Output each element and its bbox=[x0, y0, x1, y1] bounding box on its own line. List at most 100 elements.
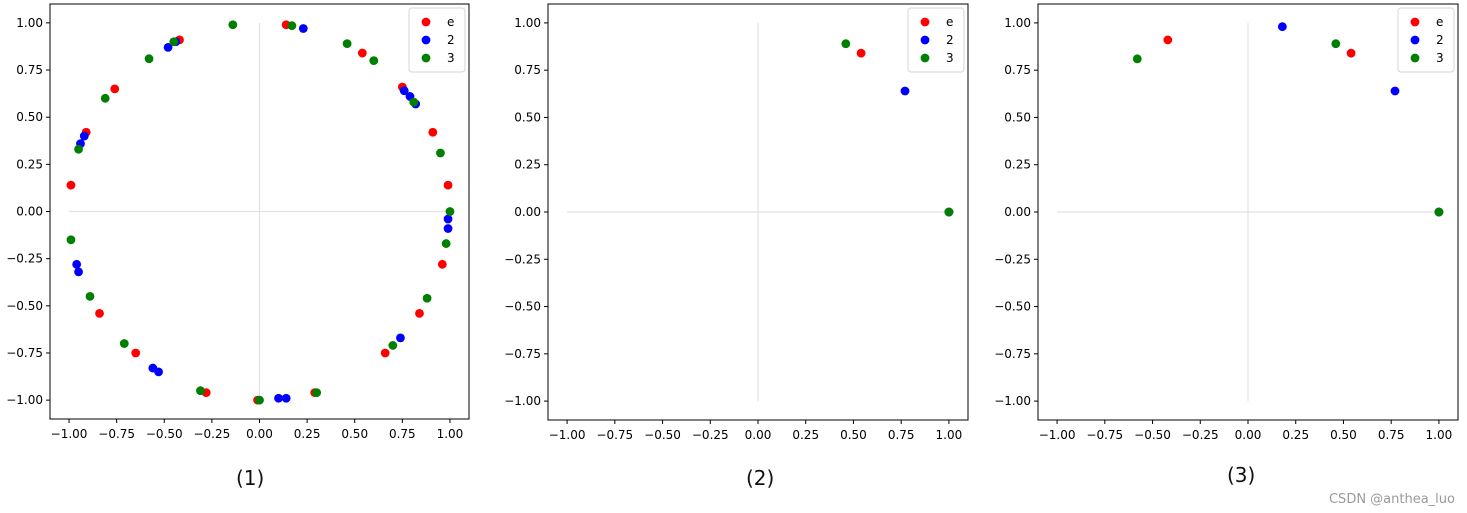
y-tick-label: −1.00 bbox=[6, 393, 43, 407]
x-tick-label: 0.50 bbox=[840, 428, 867, 442]
x-tick-label: 0.50 bbox=[341, 427, 368, 441]
point-e bbox=[437, 259, 447, 269]
legend: e 2 3 bbox=[1397, 7, 1455, 73]
point-e bbox=[380, 348, 390, 358]
y-tick-label: 0.75 bbox=[514, 63, 541, 77]
point-2 bbox=[148, 363, 158, 373]
y-tick-label: 0.25 bbox=[1004, 158, 1031, 172]
legend-label-e: e bbox=[946, 15, 953, 29]
point-e bbox=[110, 84, 120, 94]
caption-3: (3) bbox=[1227, 463, 1256, 487]
point-2 bbox=[74, 267, 83, 277]
legend-box bbox=[408, 7, 466, 73]
legend-label-2: 2 bbox=[447, 33, 455, 47]
point-2 bbox=[281, 393, 291, 403]
x-tick-label: 1.00 bbox=[936, 428, 963, 442]
legend-marker-3 bbox=[421, 53, 431, 63]
legend-marker-2 bbox=[920, 35, 930, 45]
point-3 bbox=[436, 148, 445, 158]
point-2 bbox=[298, 24, 308, 33]
y-tick-label: −0.75 bbox=[994, 347, 1031, 361]
y-tick-label: 0.75 bbox=[1004, 63, 1031, 77]
chart-2: −1.00 −0.75 −0.50 −0.25 0.00 0.25 0.50 0.75 1.00… bbox=[504, 3, 969, 442]
y-tick-label: −0.50 bbox=[6, 299, 43, 313]
y-tick-label: 0.00 bbox=[514, 205, 541, 219]
point-e bbox=[443, 180, 453, 190]
x-tick-label: −0.25 bbox=[193, 427, 230, 441]
y-tick-label: 0.50 bbox=[16, 110, 43, 124]
x-tick-label: 0.00 bbox=[246, 427, 273, 441]
point-3 bbox=[287, 21, 297, 31]
point-2 bbox=[1390, 86, 1400, 96]
point-2 bbox=[274, 393, 283, 403]
point-3 bbox=[1132, 54, 1142, 64]
x-tick-label: 1.00 bbox=[1426, 428, 1453, 442]
series-2 bbox=[900, 86, 954, 217]
point-e bbox=[428, 127, 438, 137]
chart-1: −1.00 −0.75 −0.50 −0.25 0.00 0.25 0.50 0.75 1.00… bbox=[6, 3, 470, 441]
point-3 bbox=[409, 97, 419, 107]
point-3 bbox=[74, 144, 83, 154]
legend-box bbox=[907, 7, 965, 73]
legend-label-e: e bbox=[447, 15, 454, 29]
point-2 bbox=[443, 224, 453, 233]
x-tick-label: −0.75 bbox=[596, 428, 633, 442]
legend-marker-e bbox=[920, 17, 930, 27]
series-3 bbox=[1132, 39, 1444, 217]
point-3 bbox=[944, 207, 954, 217]
point-2 bbox=[79, 131, 89, 141]
point-3 bbox=[841, 39, 851, 49]
y-tick-label: 0.75 bbox=[16, 63, 43, 77]
y-tick-label: −0.75 bbox=[6, 346, 43, 360]
point-e bbox=[1163, 35, 1173, 45]
point-3 bbox=[1434, 207, 1444, 217]
x-tick-label: −0.25 bbox=[692, 428, 729, 442]
y-tick-label: 0.50 bbox=[514, 110, 541, 124]
point-3 bbox=[228, 20, 238, 30]
legend-label-3: 3 bbox=[1436, 51, 1444, 65]
watermark: CSDN @anthea_luo bbox=[1328, 492, 1455, 507]
x-tick-label: −0.25 bbox=[1182, 428, 1219, 442]
x-tick-label: 0.75 bbox=[1378, 428, 1405, 442]
point-e bbox=[95, 308, 104, 318]
point-e bbox=[415, 308, 424, 318]
y-tick-label: −0.25 bbox=[6, 252, 43, 266]
point-3 bbox=[445, 207, 455, 216]
x-tick-label: −0.50 bbox=[644, 428, 681, 442]
y-tick-label: 1.00 bbox=[514, 16, 541, 30]
legend-label-e: e bbox=[1436, 15, 1443, 29]
y-tick-label: 1.00 bbox=[16, 16, 43, 30]
legend-box bbox=[1397, 7, 1455, 73]
point-3 bbox=[369, 56, 379, 65]
y-tick-label: −0.25 bbox=[504, 252, 541, 266]
legend-marker-2 bbox=[421, 35, 431, 45]
x-tick-label: 0.50 bbox=[1330, 428, 1357, 442]
y-tick-label: 0.25 bbox=[514, 158, 541, 172]
point-e bbox=[1346, 48, 1356, 58]
legend-label-2: 2 bbox=[1436, 33, 1444, 47]
point-2 bbox=[72, 259, 82, 269]
y-tick-label: −1.00 bbox=[504, 394, 541, 408]
x-tick-label: 0.25 bbox=[294, 427, 321, 441]
point-3 bbox=[100, 93, 110, 103]
caption-2: (2) bbox=[746, 466, 775, 490]
point-3 bbox=[312, 388, 322, 397]
point-3 bbox=[85, 291, 95, 301]
x-tick-label: 0.25 bbox=[1282, 428, 1309, 442]
point-3 bbox=[169, 37, 179, 47]
x-tick-label: 0.75 bbox=[888, 428, 915, 442]
x-tick-label: 0.00 bbox=[1235, 428, 1262, 442]
x-tick-label: −0.75 bbox=[98, 427, 135, 441]
x-tick-label: −1.00 bbox=[51, 427, 88, 441]
y-tick-label: 1.00 bbox=[1004, 16, 1031, 30]
point-2 bbox=[396, 333, 405, 343]
point-2 bbox=[1277, 22, 1287, 32]
point-2 bbox=[900, 86, 910, 96]
point-e bbox=[357, 48, 367, 58]
legend-marker-e bbox=[421, 17, 431, 27]
x-tick-label: −1.00 bbox=[549, 428, 586, 442]
x-tick-label: −0.50 bbox=[146, 427, 183, 441]
point-3 bbox=[119, 339, 129, 348]
y-tick-label: −0.25 bbox=[994, 252, 1031, 266]
